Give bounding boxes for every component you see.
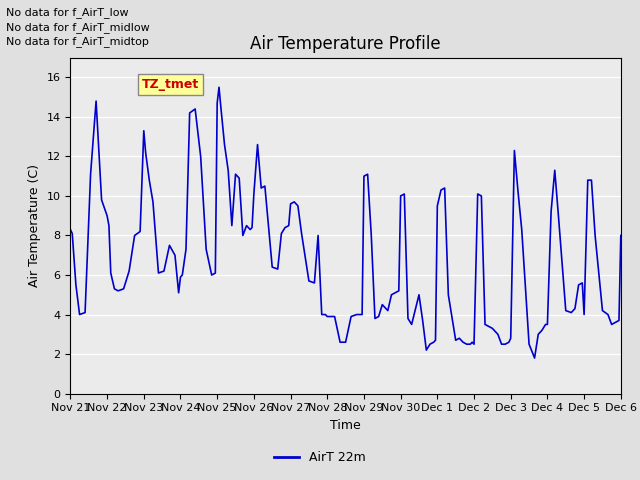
Title: Air Temperature Profile: Air Temperature Profile xyxy=(250,35,441,53)
X-axis label: Time: Time xyxy=(330,419,361,432)
Text: TZ_tmet: TZ_tmet xyxy=(142,78,199,91)
Text: No data for f_AirT_low: No data for f_AirT_low xyxy=(6,7,129,18)
Text: No data for f_AirT_midlow: No data for f_AirT_midlow xyxy=(6,22,150,33)
Legend: AirT 22m: AirT 22m xyxy=(269,446,371,469)
Text: No data for f_AirT_midtop: No data for f_AirT_midtop xyxy=(6,36,149,47)
Y-axis label: Air Temperature (C): Air Temperature (C) xyxy=(28,164,41,287)
